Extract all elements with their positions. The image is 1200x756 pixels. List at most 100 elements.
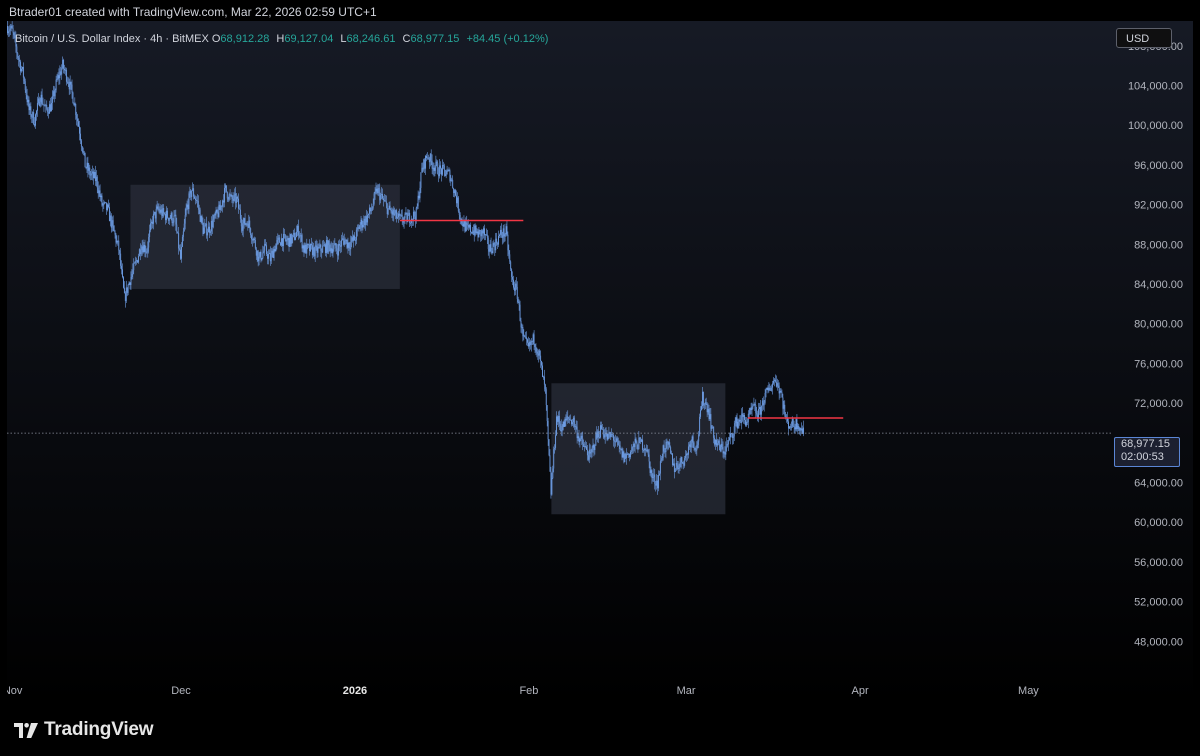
candle-761	[718, 437, 720, 451]
candle-264	[253, 236, 255, 244]
candle-652	[616, 436, 618, 447]
candle-684	[646, 445, 648, 453]
candle-286	[274, 245, 276, 253]
candle-575	[544, 383, 546, 394]
candle-317	[303, 242, 305, 257]
candle-464	[441, 167, 442, 182]
candle-636	[601, 424, 603, 430]
candle-128	[126, 287, 128, 297]
candle-477	[453, 187, 455, 197]
candle-259	[249, 216, 251, 233]
candle-265	[254, 237, 256, 250]
candle-246	[237, 195, 239, 203]
candle-198	[192, 182, 194, 192]
candle-96	[96, 175, 98, 194]
candle-710	[671, 450, 673, 455]
candle-625	[591, 445, 593, 458]
candle-532	[504, 232, 506, 242]
candle-118	[117, 240, 119, 246]
candle-93	[94, 169, 95, 179]
candle-603	[571, 419, 572, 427]
candle-564	[534, 343, 536, 353]
candle-57	[60, 66, 62, 76]
candle-143	[140, 244, 142, 257]
candle-511	[484, 233, 486, 241]
candle-516	[489, 239, 491, 253]
candle-768	[725, 441, 727, 461]
candle-385	[367, 211, 369, 226]
candle-752	[710, 408, 712, 434]
candle-321	[307, 243, 309, 250]
price-chart[interactable]: 108,000.00104,000.00100,000.0096,000.009…	[7, 21, 1193, 704]
candle-699	[660, 456, 662, 463]
candle-249	[239, 204, 241, 223]
candle-439	[417, 190, 419, 209]
candle-219	[211, 214, 213, 235]
chart-area[interactable]: 108,000.00104,000.00100,000.0096,000.009…	[7, 21, 1193, 704]
candle-695	[657, 474, 659, 495]
candle-689	[651, 469, 653, 484]
candle-107	[107, 203, 109, 212]
candle-354	[338, 240, 340, 260]
y-tick-label: 72,000.00	[1134, 398, 1183, 410]
candle-804	[759, 403, 760, 415]
candle-92	[93, 168, 94, 185]
candle-573	[542, 375, 544, 380]
candle-702	[663, 440, 665, 454]
candle-535	[507, 231, 509, 257]
candle-711	[672, 453, 673, 467]
candle-306	[293, 229, 295, 238]
candle-65	[67, 77, 69, 87]
candle-329	[314, 241, 316, 262]
candle-10	[16, 44, 18, 60]
candle-472	[448, 167, 450, 172]
candle-16	[21, 66, 23, 72]
symbol-name[interactable]: Bitcoin / U.S. Dollar Index · 4h · BitME…	[15, 33, 209, 45]
candle-666	[629, 450, 631, 460]
candle-91	[92, 165, 94, 181]
candle-373	[355, 227, 357, 245]
candle-551	[522, 324, 524, 342]
candle-247	[238, 193, 239, 214]
candle-615	[582, 431, 584, 451]
candle-276	[265, 239, 267, 247]
candle-653	[617, 437, 619, 446]
candle-759	[716, 438, 718, 451]
last-price-badge: 68,977.15 02:00:53	[1114, 437, 1180, 467]
candle-423	[402, 216, 404, 227]
candle-285	[273, 245, 275, 261]
candle-465	[441, 159, 443, 176]
candle-313	[299, 232, 301, 243]
candle-393	[374, 187, 376, 200]
candle-645	[610, 431, 612, 441]
candle-694	[656, 474, 658, 490]
candle-459	[436, 159, 438, 167]
candle-480	[455, 190, 457, 207]
candle-278	[267, 251, 268, 265]
candle-712	[673, 458, 674, 467]
candle-61	[64, 64, 65, 74]
candle-238	[229, 189, 231, 200]
candle-215	[208, 221, 210, 233]
candle-251	[241, 219, 243, 236]
candle-89	[90, 170, 92, 181]
candle-538	[510, 260, 512, 271]
candle-740	[699, 413, 701, 437]
candle-312	[298, 231, 300, 239]
tradingview-logo-icon	[14, 722, 38, 738]
candle-441	[419, 181, 421, 203]
candle-795	[750, 402, 752, 415]
currency-button[interactable]: USD	[1116, 28, 1172, 48]
candle-560	[530, 337, 532, 352]
tradingview-footer[interactable]: TradingView	[14, 717, 154, 743]
candle-720	[680, 456, 682, 468]
candle-619	[586, 441, 587, 450]
candle-700	[661, 453, 663, 462]
candle-330	[315, 239, 317, 251]
candle-146	[143, 241, 145, 253]
candle-84	[85, 166, 87, 170]
candle-585	[554, 444, 556, 454]
candle-798	[753, 397, 755, 406]
candle-407	[387, 208, 389, 216]
candle-732	[691, 435, 693, 448]
